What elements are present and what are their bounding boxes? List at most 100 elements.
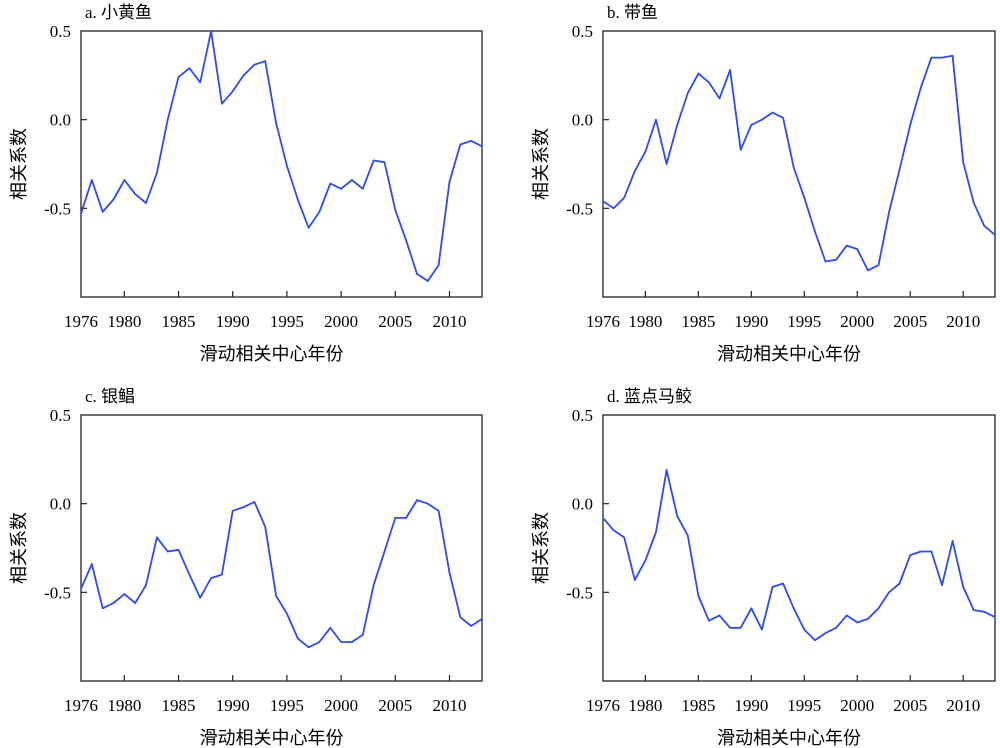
x-tick-label: 1990 — [216, 696, 250, 715]
data-point — [340, 641, 342, 643]
data-point — [210, 577, 212, 579]
data-point — [242, 506, 245, 509]
data-point — [845, 614, 848, 617]
data-point — [416, 273, 418, 275]
data-point — [729, 69, 731, 71]
data-point — [481, 618, 483, 620]
data-point — [877, 607, 880, 610]
data-point — [361, 188, 364, 190]
y-tick-label: 0.5 — [50, 22, 71, 41]
data-point — [814, 230, 816, 233]
data-point — [718, 614, 721, 617]
data-point — [145, 584, 147, 587]
panel-a: a. 小黄鱼 0.5 0.0 -0.5 1976 1980 1985 1990 1995 2000… — [9, 3, 483, 364]
x-tick-label: 1980 — [628, 696, 662, 715]
data-point — [739, 149, 742, 151]
x-tick-label: 1995 — [270, 696, 304, 715]
data-point — [253, 501, 256, 503]
x-tick-label: 1990 — [216, 312, 250, 331]
panel-title: d. 蓝点马鲛 — [607, 387, 692, 406]
x-tick-label: 1976 — [586, 696, 620, 715]
x-tick-label: 1990 — [734, 696, 768, 715]
panel-c: c. 银鲳 0.5 0.0 -0.5 1976 1980 1985 1990 1995 2000 2… — [9, 387, 483, 748]
x-tick-label: 1976 — [586, 312, 620, 331]
data-point — [80, 212, 82, 215]
plot-frame — [602, 30, 996, 298]
series-line — [602, 54, 996, 272]
data-point — [761, 118, 763, 121]
data-point — [771, 111, 774, 114]
x-tick-label: 1985 — [681, 312, 715, 331]
data-point — [686, 92, 689, 94]
x-tick-label: 2000 — [840, 696, 874, 715]
data-point — [329, 182, 332, 185]
data-point — [761, 628, 763, 631]
data-point — [199, 81, 202, 84]
data-point — [210, 30, 212, 32]
data-point — [275, 122, 277, 125]
data-point — [644, 150, 647, 153]
data-point — [665, 163, 668, 165]
y-tick-label: -0.5 — [44, 583, 71, 602]
data-point — [134, 602, 136, 604]
y-tick-label: -0.5 — [44, 199, 71, 218]
x-tick-label: 1980 — [107, 696, 141, 715]
data-point — [101, 211, 104, 213]
data-point — [824, 632, 827, 634]
data-point — [867, 618, 869, 620]
data-point — [351, 641, 353, 643]
data-point — [941, 584, 943, 587]
y-tick-label: 0.5 — [572, 22, 593, 41]
data-point — [782, 117, 784, 119]
data-point — [145, 202, 147, 204]
data-point — [437, 509, 440, 512]
x-tick-label: 1985 — [681, 696, 715, 715]
data-point — [771, 586, 774, 588]
data-point — [448, 180, 451, 183]
data-point — [686, 534, 689, 537]
x-tick-label: 1995 — [270, 312, 304, 331]
data-point — [803, 628, 806, 631]
data-point — [994, 616, 996, 618]
y-tick-label: 0.0 — [50, 495, 71, 514]
data-point — [612, 207, 615, 210]
data-point — [983, 225, 986, 227]
data-point — [920, 86, 922, 89]
y-axis-label: 相关系数 — [531, 512, 551, 584]
data-point — [994, 234, 996, 236]
data-point — [824, 260, 827, 263]
data-point — [792, 607, 795, 610]
series-line — [602, 469, 996, 642]
data-point — [930, 550, 933, 553]
data-point — [750, 124, 753, 126]
data-point — [888, 591, 890, 594]
data-point — [296, 198, 299, 201]
data-point — [91, 179, 93, 181]
data-point — [644, 559, 647, 562]
data-point — [156, 536, 158, 539]
panel-b: b. 带鱼 0.5 0.0 -0.5 1976 1980 1985 1990 1995 2000 2… — [531, 3, 996, 364]
series-line — [80, 30, 483, 282]
data-point — [361, 634, 364, 636]
data-point — [394, 517, 397, 519]
data-point — [470, 625, 472, 627]
x-tick-label: 1980 — [628, 312, 662, 331]
data-point — [372, 584, 375, 587]
data-point — [888, 211, 890, 213]
data-point — [156, 172, 158, 174]
x-tick-label: 2000 — [324, 312, 358, 331]
data-point — [697, 595, 700, 597]
data-point — [951, 540, 954, 542]
y-tick-label: 0.5 — [572, 406, 593, 425]
y-tick-label: 0.0 — [572, 111, 593, 130]
data-point — [112, 198, 115, 201]
data-point — [470, 140, 472, 142]
x-tick-label: 2010 — [946, 696, 980, 715]
data-point — [962, 586, 965, 588]
panel-d: d. 蓝点马鲛 0.5 0.0 -0.5 1976 1980 1985 1990 1995 200… — [531, 387, 996, 748]
y-tick-label: 0.5 — [50, 406, 71, 425]
series-line — [80, 499, 483, 649]
data-point — [199, 596, 202, 599]
data-point — [481, 145, 483, 148]
data-point — [383, 550, 386, 553]
